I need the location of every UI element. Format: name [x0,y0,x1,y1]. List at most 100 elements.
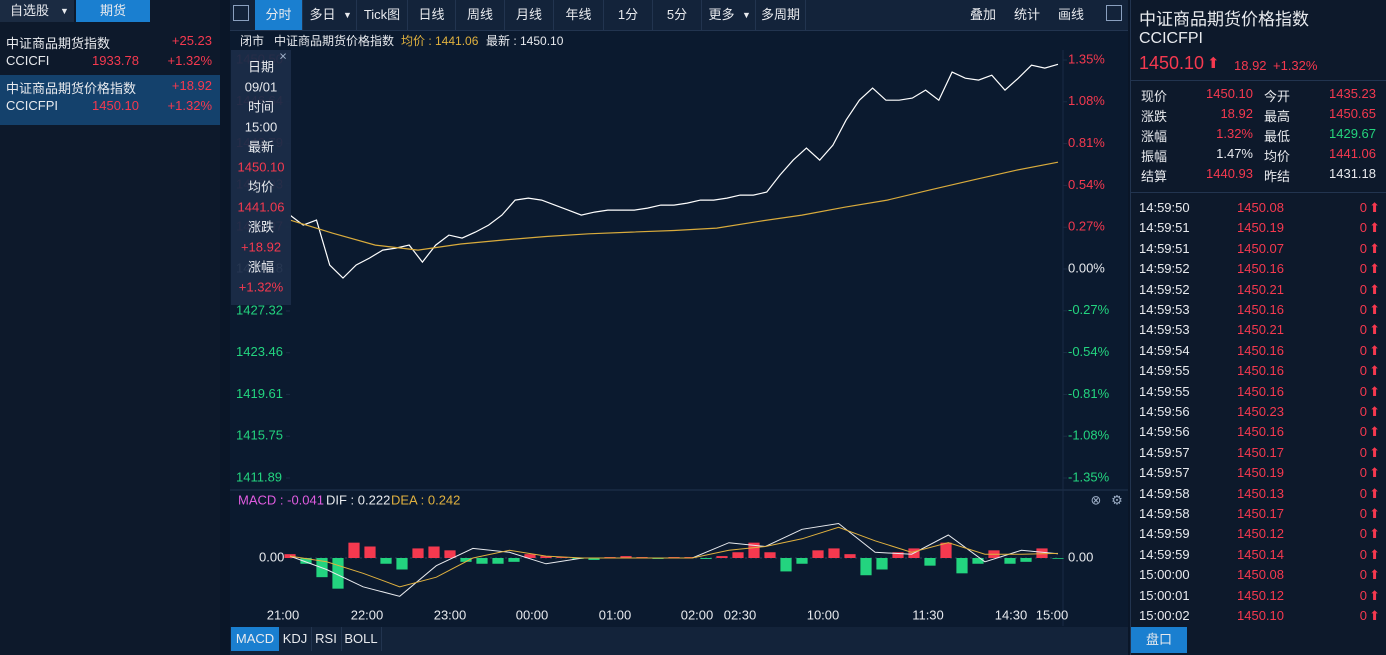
trade-volume: 0 [1359,587,1367,603]
macd-bar [444,550,456,558]
macd-bar [540,556,552,558]
trade-price: 1450.19 [1237,465,1284,481]
macd-bar [796,558,808,564]
tooltip-text: 时间 [248,99,274,114]
tool[interactable]: 画线 [1058,7,1085,22]
macd-bar [1052,558,1064,559]
tab[interactable]: 周线 [456,0,505,30]
tab[interactable]: BOLL [341,627,382,651]
trade-volume: 0 [1359,424,1367,440]
quote-change: 18.92 [1234,58,1267,73]
trade-volume: 0 [1359,383,1367,399]
tool[interactable]: 叠加 [970,7,997,22]
trade-time: 14:59:54 [1139,342,1190,358]
trade-price: 1450.16 [1237,342,1284,358]
stat-label: 昨结 [1264,169,1291,184]
tab[interactable]: 5分 [653,0,702,30]
trade-price: 1450.08 [1237,567,1284,583]
stat-label: 最高 [1264,109,1291,124]
trade-time: 14:59:55 [1139,363,1190,379]
stat-label: 均价 [1264,149,1291,164]
macd-bar [940,542,952,558]
macd-bar [892,552,904,558]
x-tick-label: 02:30 [724,607,757,622]
trade-time: 14:59:56 [1139,424,1190,440]
stat-label: 今开 [1264,89,1291,104]
tab-active[interactable]: 期货 [76,0,150,22]
tab-active[interactable]: 盘口 [1131,627,1187,653]
item-pct: +1.32% [167,53,212,68]
trade-volume: 0 [1359,485,1367,501]
trade-volume: 0 [1359,444,1367,460]
y2-tick-label: 1.35% [1068,51,1105,66]
dea-line [289,526,1059,588]
dropdown-icon: ▼ [60,6,69,16]
trade-price: 1450.16 [1237,383,1284,399]
trade-volume: 0 [1359,404,1367,419]
tab-active[interactable]: MACD [231,627,279,651]
up-arrow: ⬆ [1369,444,1380,460]
tab[interactable]: 自选股 [0,0,74,22]
trade-price: 1450.12 [1237,526,1284,542]
up-arrow: ⬆ [1369,220,1380,236]
tooltip-text: 1441.06 [238,199,285,214]
up-arrow: ⬆ [1369,322,1380,338]
y2-tick-label: 0.81% [1068,135,1105,150]
trade-volume: 0 [1359,322,1367,338]
tab[interactable]: RSI [311,627,342,651]
stat-value: 1435.23 [1329,86,1376,101]
price-line [289,63,1059,279]
tool[interactable]: 统计 [1014,7,1041,22]
tab[interactable]: 多日 [303,0,357,30]
tooltip [231,50,291,305]
trade-time: 14:59:51 [1139,220,1190,236]
trade-time: 14:59:53 [1139,322,1190,338]
instrument: 中证商品期货价格指数 [274,34,395,48]
stat-label: 振幅 [1141,149,1168,164]
x-tick-label: 22:00 [351,607,384,622]
up-arrow: ⬆ [1369,342,1380,358]
tab[interactable]: 月线 [505,0,554,30]
y2-tick-label: -0.81% [1068,386,1110,401]
trade-time: 14:59:57 [1139,444,1190,460]
tab[interactable]: 年线 [554,0,604,30]
macd-bar [524,554,536,558]
up-arrow: ⬆ [1369,261,1380,277]
tab[interactable]: KDJ [279,627,312,651]
tab[interactable]: 1分 [604,0,653,30]
x-tick-label: 00:00 [516,607,549,622]
up-arrow: ⬆ [1369,240,1380,256]
trade-volume: 0 [1359,465,1367,481]
dropdown-icon: ▼ [742,10,751,20]
macd-bar [748,542,760,558]
tab[interactable]: Tick图 [357,0,408,30]
avg-label: 均价 : 1441.06 [401,34,479,48]
macd-bar [1020,558,1032,562]
macd-bar [508,558,520,562]
stat-value: 1440.93 [1206,166,1253,181]
tab[interactable]: 日线 [408,0,456,30]
macd-bar [364,546,376,558]
tab-active[interactable]: 分时 [255,0,303,30]
up-arrow: ⬆ [1369,546,1380,562]
status: 闭市 [240,34,265,48]
macd-bar [876,558,888,570]
tab[interactable]: 更多 [702,0,756,30]
macd-bar [956,558,968,574]
macd-bar [380,558,392,564]
y2-tick-label: -1.08% [1068,428,1110,443]
up-arrow: ⬆ [1369,506,1380,521]
trade-time: 14:59:50 [1139,200,1190,215]
item-name[interactable]: 中证商品期货价格指数 [6,81,137,96]
y2-tick-label: 0.00% [1068,260,1105,275]
tab[interactable]: 多周期 [756,0,806,30]
item-name[interactable]: 中证商品期货指数 [6,36,111,51]
up-arrow: ⬆ [1369,465,1380,481]
macd-bar [924,558,936,566]
y-tick-label: 1415.75 [236,428,283,443]
trade-volume: 0 [1359,281,1367,297]
trade-time: 14:59:52 [1139,261,1190,277]
trade-volume: 0 [1359,526,1367,542]
trade-time: 14:59:57 [1139,465,1190,481]
